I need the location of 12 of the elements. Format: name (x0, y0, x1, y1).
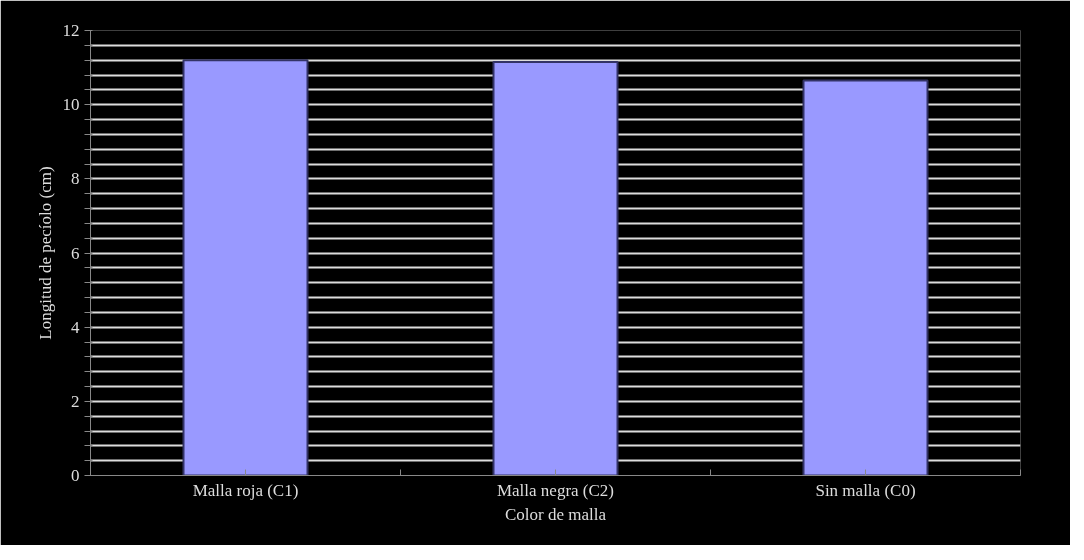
y-tick-label: 2 (71, 391, 80, 411)
y-tick-label: 8 (71, 169, 80, 189)
y-tick-label: 6 (71, 243, 80, 263)
y-tick-label: 4 (71, 317, 80, 337)
x-tick-label: Malla negra (C2) (496, 480, 615, 500)
y-axis-title: Longitud de pecíolo (cm) (35, 166, 55, 340)
x-axis-title: Color de malla (504, 504, 607, 524)
y-tick-label: 12 (62, 21, 80, 40)
x-tick-label: Malla roja (C1) (192, 480, 299, 500)
y-tick-label: 10 (62, 95, 80, 115)
y-tick-label: 0 (71, 466, 80, 485)
x-tick-label: Sin malla (C0) (815, 480, 916, 500)
